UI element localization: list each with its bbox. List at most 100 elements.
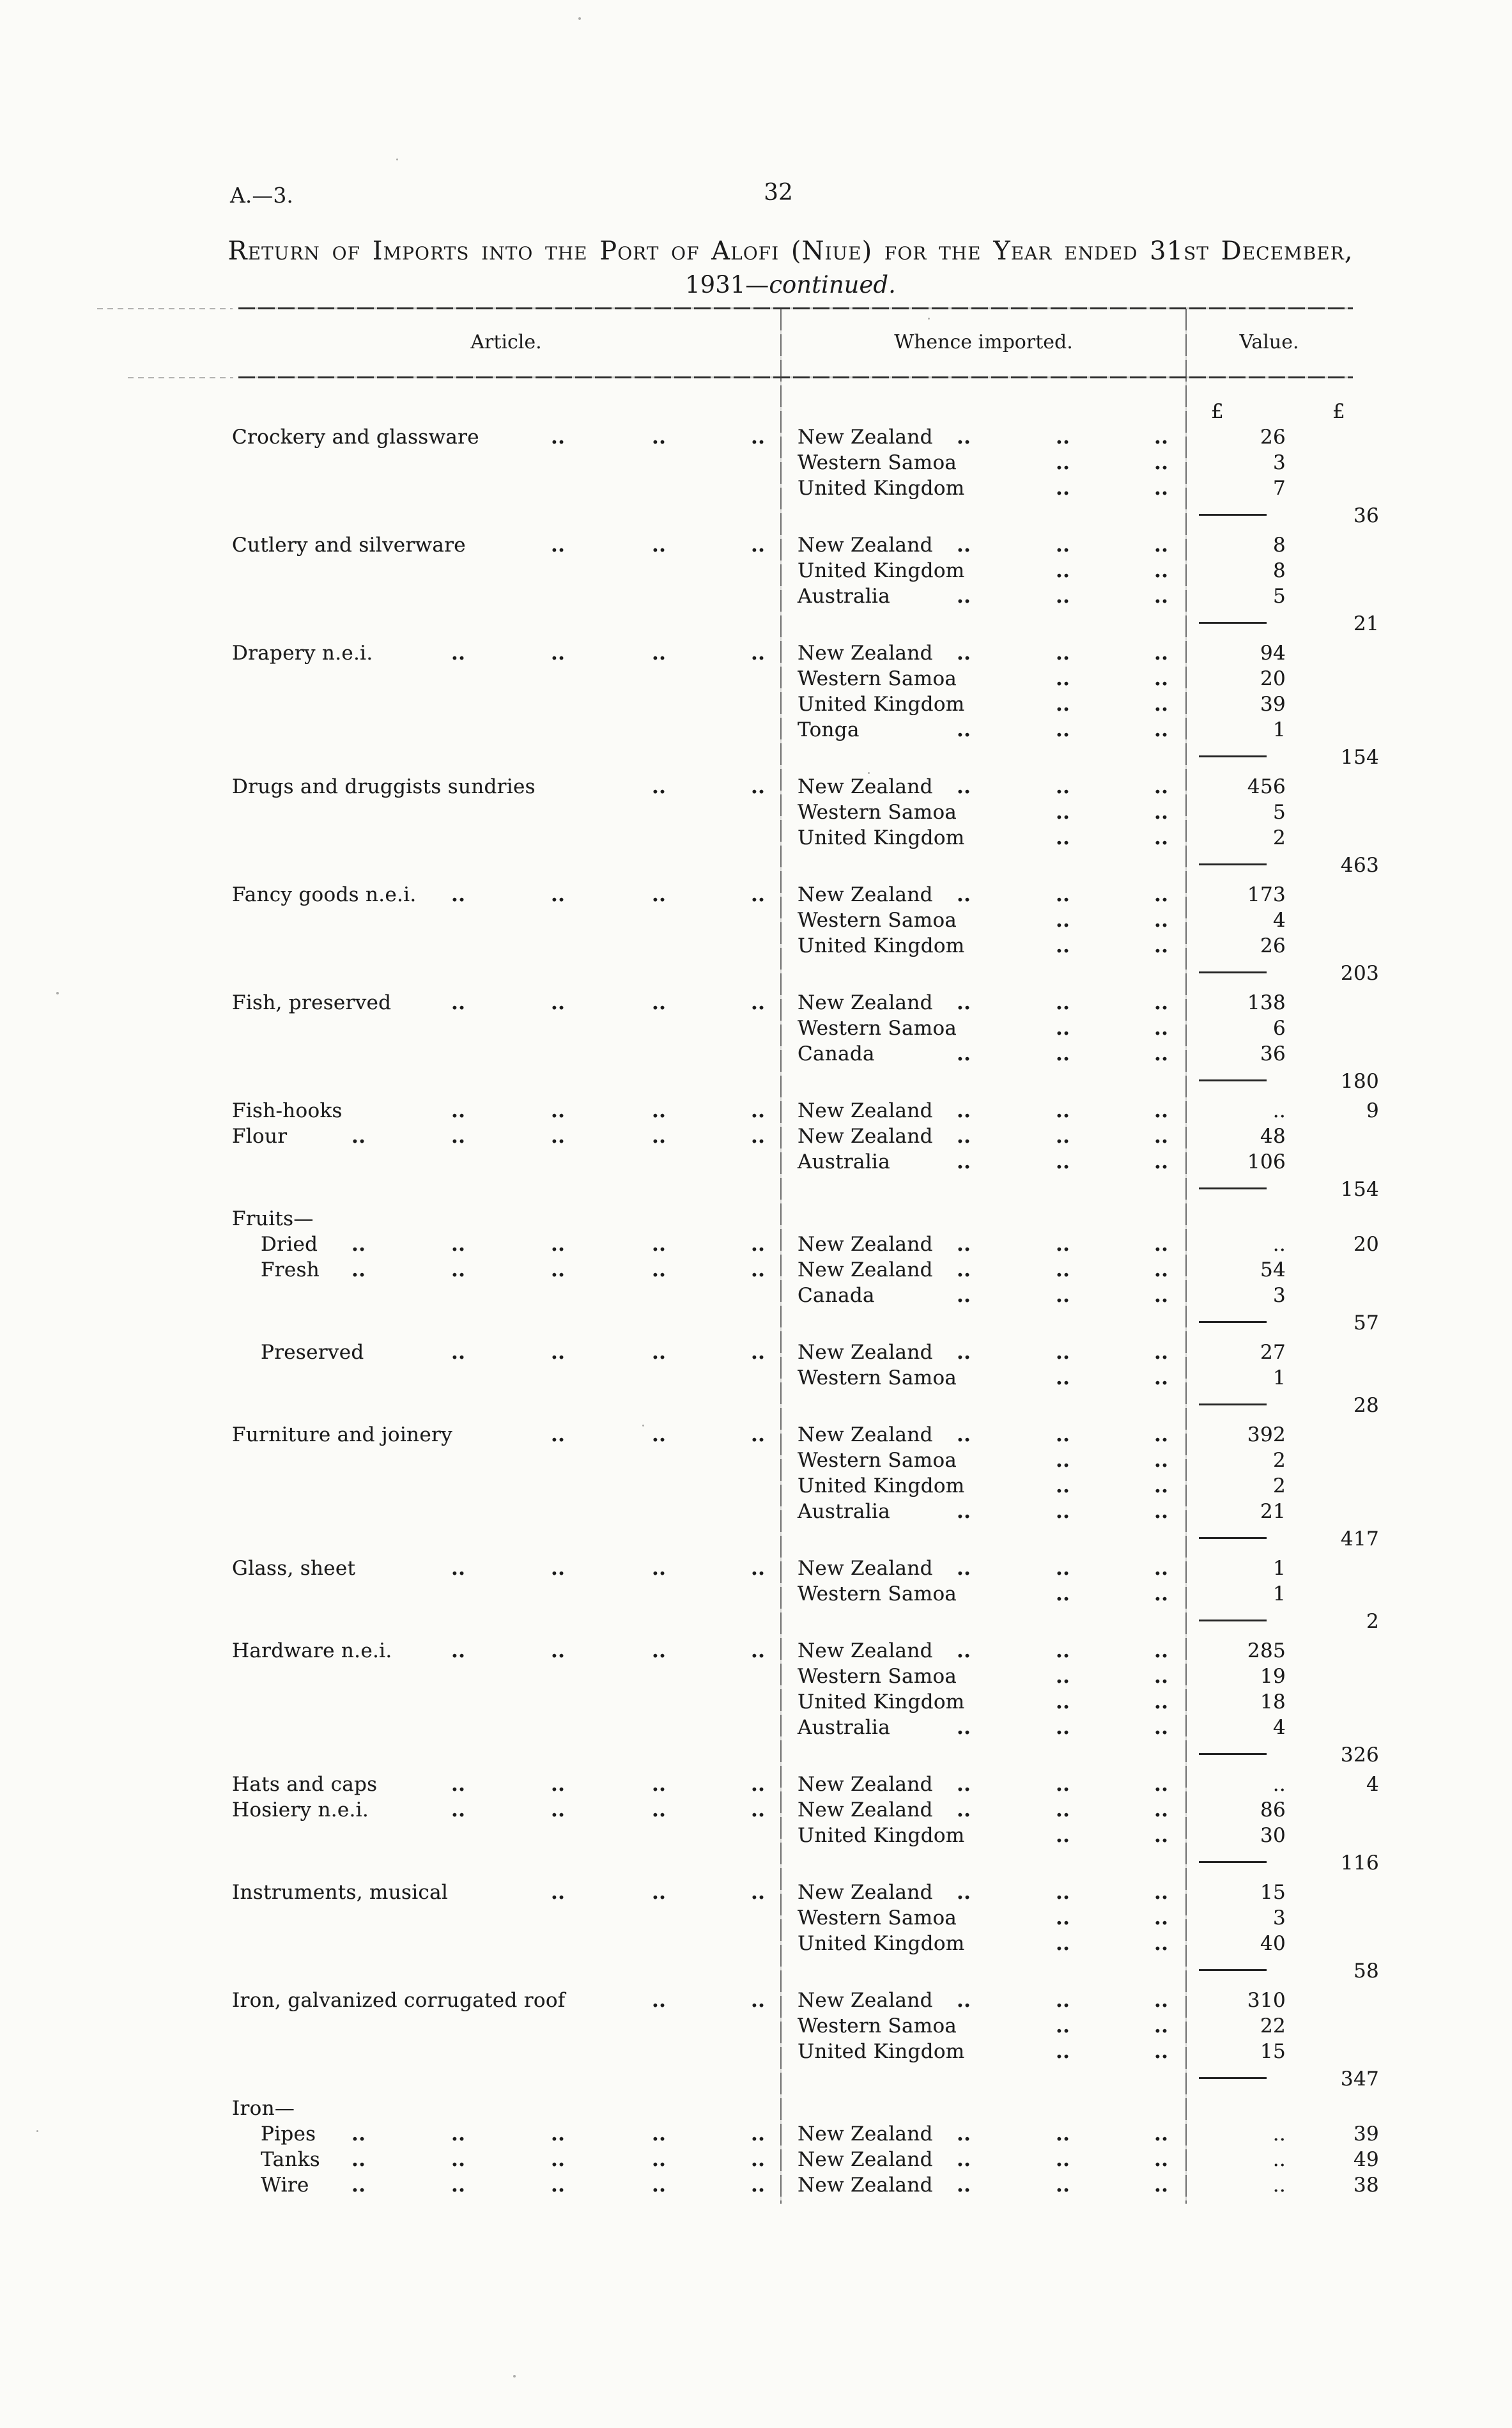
article-leader-dots: .. <box>751 1989 766 2012</box>
total-value: 28 <box>1353 1393 1379 1417</box>
country-leader-dots: .. <box>957 1125 971 1148</box>
title-year: 1931— <box>685 271 769 298</box>
table-row: Tonga...... 1 <box>0 717 1512 743</box>
article-leader-dots: .. <box>652 775 667 798</box>
subtotal-row: 417 <box>0 1524 1512 1553</box>
country-leader-dots: .. <box>1056 826 1070 849</box>
country-leader-dots: .. <box>1154 534 1169 557</box>
country-label: United Kingdom <box>798 1474 965 1497</box>
country-label: United Kingdom <box>798 2040 965 2063</box>
country-label: New Zealand <box>798 426 933 449</box>
country-leader-dots: .. <box>1154 1665 1169 1688</box>
article-leader-dots: .. <box>551 426 566 449</box>
article-label: Cutlery and silverware <box>232 534 466 557</box>
table-row: Crockery and glassware...... New Zealand.… <box>0 424 1512 450</box>
total-value: 38 <box>1353 2174 1379 2197</box>
table-row: Tanks.......... New Zealand........ 49 <box>0 2147 1512 2172</box>
article-label: Drugs and druggists sundries <box>232 775 536 798</box>
article-leader-dots: .. <box>751 2174 766 2197</box>
article-label: Fish-hooks <box>232 1099 343 1122</box>
country-label: New Zealand <box>798 1099 933 1122</box>
country-leader-dots: .. <box>1056 1017 1070 1040</box>
country-label: Western Samoa <box>798 2014 957 2038</box>
country-leader-dots: .. <box>1154 1989 1169 2012</box>
column-rule-article-whence <box>780 309 782 2204</box>
country-leader-dots: .. <box>1154 477 1169 500</box>
country-label: Western Samoa <box>798 1582 957 1605</box>
report-title-line1: Return of Imports into the Port of Alofi… <box>228 236 1354 266</box>
country-leader-dots: .. <box>1056 1150 1070 1173</box>
country-leader-dots: .. <box>957 585 971 608</box>
country-leader-dots: .. <box>957 1042 971 1065</box>
table-row: Hats and caps........ New Zealand........… <box>0 1772 1512 1797</box>
item-value: 8 <box>1272 559 1286 582</box>
country-leader-dots: .. <box>1056 1474 1070 1497</box>
country-label: New Zealand <box>798 1125 933 1148</box>
article-leader-dots: .. <box>551 534 566 557</box>
article-label: Crockery and glassware <box>232 426 479 449</box>
country-leader-dots: .. <box>1154 826 1169 849</box>
article-label: Drapery n.e.i. <box>232 642 373 665</box>
country-leader-dots: .. <box>1056 2014 1070 2038</box>
table-top-rule-margin-dashes <box>97 308 233 309</box>
table-row: Australia...... 5 <box>0 584 1512 609</box>
country-label: United Kingdom <box>798 826 965 849</box>
country-label: Tonga <box>798 718 860 741</box>
country-label: United Kingdom <box>798 477 965 500</box>
article-leader-dots: .. <box>652 1125 667 1148</box>
total-value: 21 <box>1353 612 1379 635</box>
article-leader-dots: .. <box>451 1099 466 1122</box>
article-label: Instruments, musical <box>232 1881 449 1904</box>
country-label: Australia <box>798 585 891 608</box>
subtotal-rule <box>1199 2077 1267 2079</box>
total-value: 9 <box>1366 1099 1379 1122</box>
table-row: Fish-hooks........ New Zealand........ 9 <box>0 1098 1512 1124</box>
article-leader-dots: .. <box>551 883 566 906</box>
article-leader-dots: .. <box>751 991 766 1014</box>
article-label: Preserved <box>261 1341 364 1364</box>
country-label: Western Samoa <box>798 1366 957 1389</box>
country-leader-dots: .. <box>1056 1042 1070 1065</box>
article-label: Pipes <box>261 2123 316 2146</box>
subtotal-rule <box>1199 514 1267 516</box>
total-value: 463 <box>1340 853 1379 877</box>
scan-speck <box>513 2375 516 2378</box>
country-label: New Zealand <box>798 991 933 1014</box>
table-header-rule-margin-dashes <box>128 377 233 378</box>
table-row: Western Samoa.... 2 <box>0 1448 1512 1473</box>
subtotal-row: 57 <box>0 1308 1512 1337</box>
scan-speck <box>642 1425 644 1427</box>
country-leader-dots: .. <box>1056 1449 1070 1472</box>
table-row: Western Samoa.... 22 <box>0 2013 1512 2039</box>
total-value: 49 <box>1353 2148 1379 2171</box>
country-leader-dots: .. <box>1154 1824 1169 1847</box>
article-leader-dots: .. <box>451 1258 466 1281</box>
article-leader-dots: .. <box>652 1099 667 1122</box>
article-leader-dots: .. <box>652 1881 667 1904</box>
item-value: 3 <box>1272 1284 1286 1307</box>
country-leader-dots: .. <box>1056 1716 1070 1739</box>
total-value: 2 <box>1366 1609 1379 1633</box>
country-leader-dots: .. <box>1154 1474 1169 1497</box>
country-label: Canada <box>798 1284 875 1307</box>
article-leader-dots: .. <box>551 1341 566 1364</box>
item-value: 106 <box>1247 1150 1286 1173</box>
article-leader-dots: .. <box>652 2148 667 2171</box>
country-leader-dots: .. <box>1154 801 1169 824</box>
article-leader-dots: .. <box>751 1423 766 1446</box>
country-label: New Zealand <box>798 1341 933 1364</box>
country-label: Western Samoa <box>798 909 957 932</box>
country-leader-dots: .. <box>1056 1341 1070 1364</box>
country-label: Australia <box>798 1150 891 1173</box>
item-value: .. <box>1272 1099 1286 1122</box>
country-leader-dots: .. <box>957 1639 971 1662</box>
country-leader-dots: .. <box>1154 1125 1169 1148</box>
article-leader-dots: .. <box>451 2123 466 2146</box>
article-leader-dots: .. <box>751 1341 766 1364</box>
country-leader-dots: .. <box>1154 585 1169 608</box>
item-value: 20 <box>1260 667 1286 690</box>
item-value: 86 <box>1260 1798 1286 1821</box>
country-leader-dots: .. <box>1056 2123 1070 2146</box>
country-leader-dots: .. <box>1056 2174 1070 2197</box>
country-leader-dots: .. <box>1056 559 1070 582</box>
